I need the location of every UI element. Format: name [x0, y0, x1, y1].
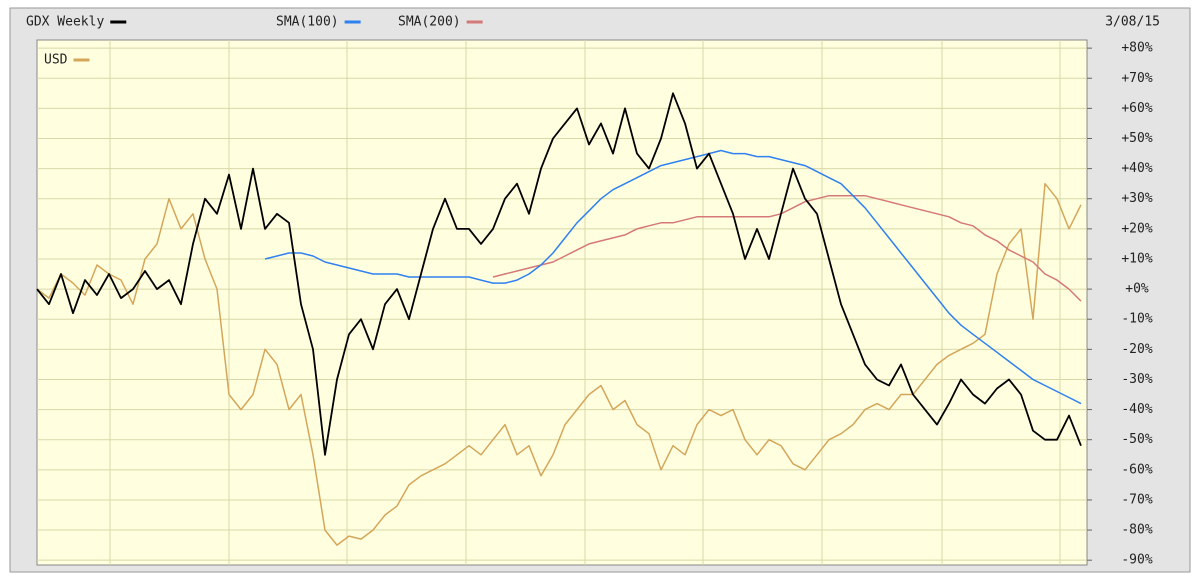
y-tick-label: +10% — [1121, 251, 1152, 266]
y-tick-label: -50% — [1121, 432, 1152, 447]
plot-area — [36, 39, 1088, 566]
legend-label: SMA(200) — [398, 15, 461, 30]
y-tick-label: +70% — [1121, 71, 1152, 86]
series-line — [264, 149, 1082, 405]
series-line — [36, 92, 1082, 456]
y-tick-label: -90% — [1121, 553, 1152, 568]
vertical-grid — [109, 40, 1061, 565]
y-tick-label: -40% — [1121, 402, 1152, 417]
y-tick-label: +40% — [1121, 161, 1152, 176]
y-tick-label: -80% — [1121, 523, 1152, 538]
series-line — [492, 194, 1082, 302]
y-tick-label: -60% — [1121, 462, 1152, 477]
y-tick-label: +50% — [1121, 131, 1152, 146]
y-tick-label: -70% — [1121, 492, 1152, 507]
y-tick-label: -20% — [1121, 342, 1152, 357]
date-label: 3/08/15 — [1105, 15, 1160, 30]
y-tick-label: -10% — [1121, 312, 1152, 327]
y-tick-label: +0% — [1125, 282, 1149, 297]
y-tick-label: +80% — [1121, 41, 1152, 56]
series-line — [36, 182, 1082, 546]
legend-label: GDX Weekly — [26, 15, 104, 30]
y-tick-label: +20% — [1121, 221, 1152, 236]
legend-label: SMA(100) — [276, 15, 339, 30]
y-tick-label: -30% — [1121, 372, 1152, 387]
y-tick-label: +60% — [1121, 101, 1152, 116]
y-tick-label: +30% — [1121, 191, 1152, 206]
legend-label: USD — [44, 53, 68, 68]
